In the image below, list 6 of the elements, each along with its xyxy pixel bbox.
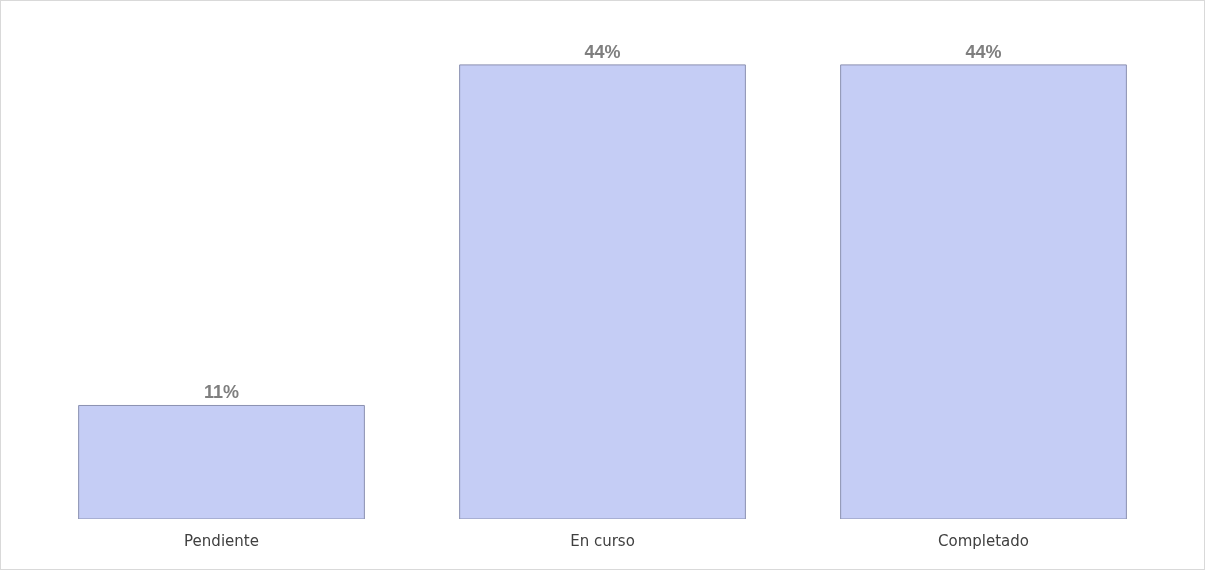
x-tick-label: Completado: [938, 532, 1029, 550]
data-label: 44%: [584, 41, 621, 62]
x-tick-label: En curso: [570, 532, 635, 550]
data-label: 11%: [203, 382, 240, 403]
x-tick-label: Pendiente: [184, 532, 259, 550]
data-label: 44%: [965, 41, 1002, 62]
